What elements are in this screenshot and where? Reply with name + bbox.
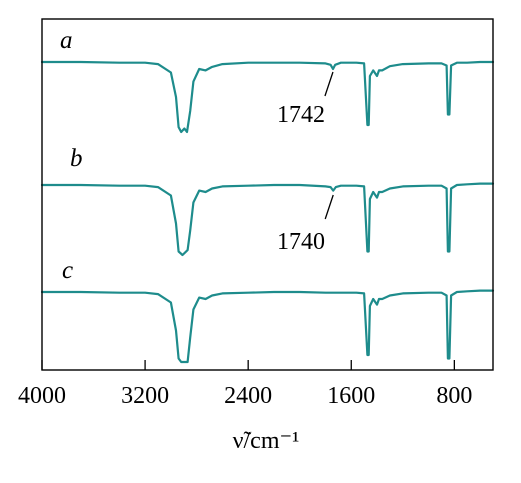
trace-label-b: b xyxy=(70,145,83,172)
x-tick-label-3200: 3200 xyxy=(121,383,169,409)
x-tick-label-1600: 1600 xyxy=(327,383,375,409)
x-tick-label-2400: 2400 xyxy=(224,383,272,409)
x-tick-label-4000: 4000 xyxy=(18,383,66,409)
peak-annotations: a 1742 b 1740 c xyxy=(60,27,334,284)
spectra-traces xyxy=(40,60,495,364)
spectrum-c xyxy=(40,289,495,364)
x-axis: 4000 3200 2400 1600 800 xyxy=(18,360,472,409)
spectrum-b xyxy=(40,182,495,257)
trace-label-a: a xyxy=(60,27,73,54)
annotation-leader-a xyxy=(324,71,334,97)
trace-label-c: c xyxy=(62,257,73,284)
x-axis-label: ν̃/cm⁻¹ xyxy=(233,428,300,454)
x-tick-label-800: 800 xyxy=(436,383,472,409)
annotation-leader-b xyxy=(324,194,334,220)
spectrum-a xyxy=(40,60,495,134)
plot-frame xyxy=(41,18,494,371)
annotation-a: 1742 xyxy=(277,102,325,128)
annotation-b: 1740 xyxy=(277,229,325,255)
